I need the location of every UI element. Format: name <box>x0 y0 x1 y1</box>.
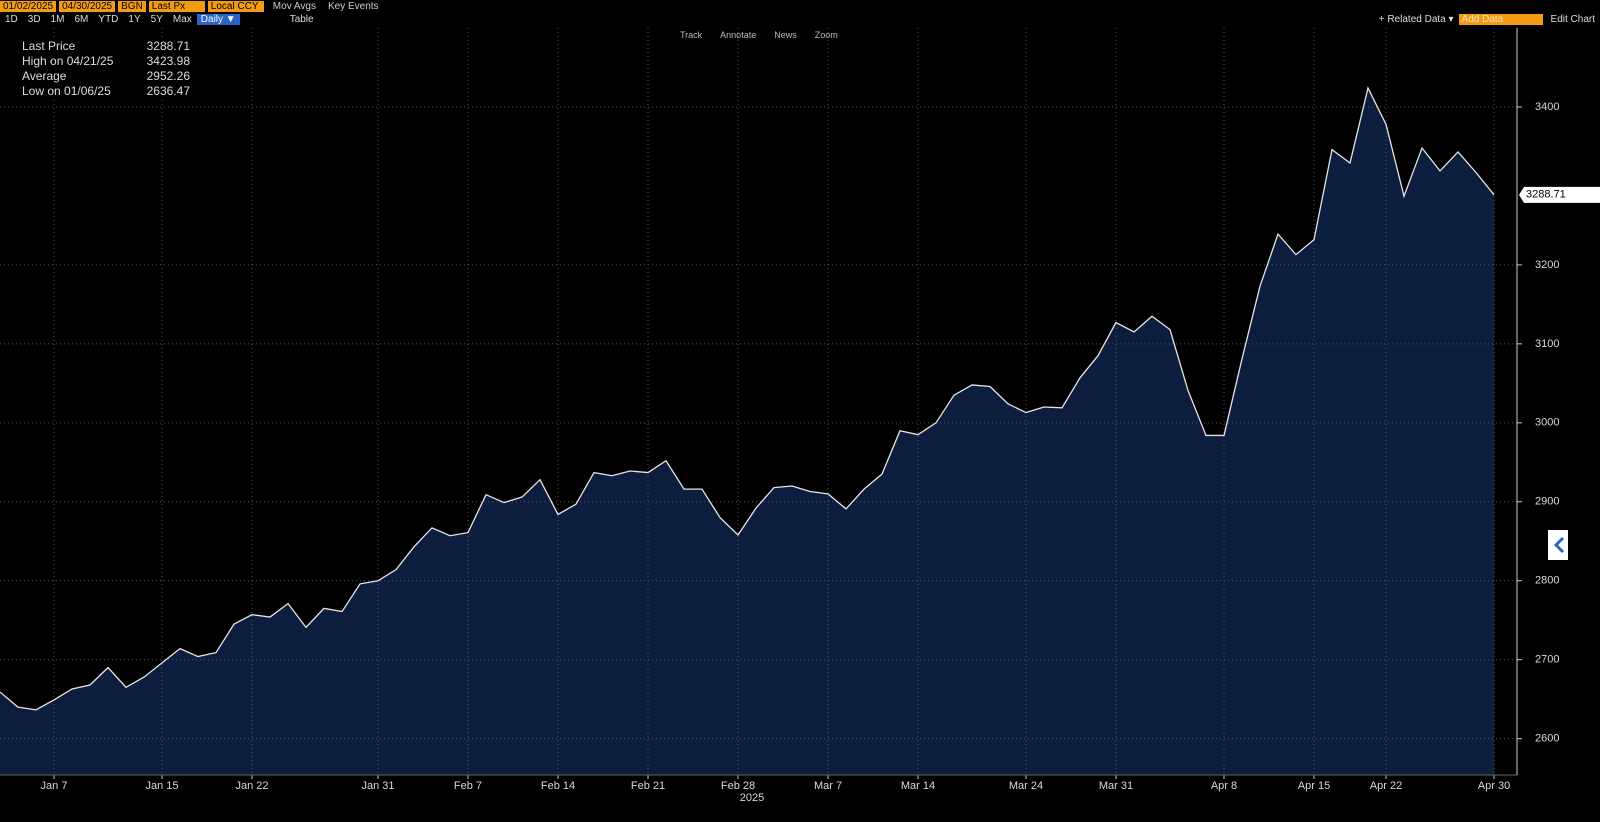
side-tab-icon <box>1553 536 1565 554</box>
range-button[interactable]: 5Y <box>150 14 163 25</box>
x-tick-label: Apr 15 <box>1298 780 1330 792</box>
edit-chart[interactable]: Edit Chart <box>1550 14 1595 25</box>
line <box>0 86 1495 711</box>
x-tick-label: Mar 14 <box>901 780 935 792</box>
range-button[interactable]: 3D <box>27 14 41 25</box>
x-axis-label: 2025 <box>740 792 764 804</box>
legend-label: Last Price <box>22 38 76 53</box>
legend: Last Price 3288.71 High on 04/21/25 3423.98… <box>10 38 190 98</box>
range-button[interactable]: YTD <box>98 14 119 25</box>
tool-button[interactable]: Annotate <box>720 30 757 40</box>
end-date[interactable]: 04/30/2025 <box>59 1 116 12</box>
x-tick-label: Mar 24 <box>1009 780 1043 792</box>
currency[interactable]: Local CCY <box>207 1 264 12</box>
area <box>0 88 1494 775</box>
range-button[interactable]: 1M <box>50 14 65 25</box>
y-tick-label: 3200 <box>1535 259 1559 271</box>
legend-value: 3288.71 <box>146 38 190 53</box>
x-tick-label: Feb 7 <box>454 780 482 792</box>
range-buttons: 1D 3D 1M 6M YTD 1Y 5Y Max <box>0 14 197 25</box>
price-tag <box>1519 186 1600 203</box>
legend-value: 2636.47 <box>146 83 190 98</box>
range-button[interactable]: 1Y <box>128 14 141 25</box>
y-tick-label: 3000 <box>1535 417 1559 429</box>
x-tick-label: Jan 31 <box>361 780 394 792</box>
range-button[interactable]: 6M <box>74 14 89 25</box>
legend-row: Low on 01/06/25 2636.47 <box>10 83 190 98</box>
x-tick-label: Feb 21 <box>631 780 665 792</box>
related-data[interactable]: + Related Data ▾ <box>1378 14 1454 25</box>
table-button[interactable]: Table <box>289 14 314 25</box>
tool-button[interactable]: News <box>774 30 797 40</box>
legend-label: High on 04/21/25 <box>22 53 114 68</box>
range-button[interactable]: Max <box>172 14 192 25</box>
x-tick-label: Apr 8 <box>1211 780 1237 792</box>
price-tag-label: 3288.71 <box>1526 189 1566 201</box>
x-tick-label: Jan 22 <box>235 780 268 792</box>
legend-value: 3423.98 <box>146 53 190 68</box>
x-tick-label: Jan 15 <box>145 780 178 792</box>
legend-value: 2952.26 <box>146 68 190 83</box>
toolbar-top: 01/02/2025 04/30/2025 BGN Last Px Local … <box>0 0 1600 13</box>
x-tick-label: Mar 31 <box>1099 780 1133 792</box>
period[interactable]: Daily ▼ <box>196 14 240 25</box>
legend-label: Low on 01/06/25 <box>22 83 111 98</box>
y-tick-label: 2900 <box>1535 496 1559 508</box>
x-tick-label: Feb 28 <box>721 780 755 792</box>
add-data[interactable]: Add Data <box>1458 14 1543 25</box>
field[interactable]: Last Px <box>148 1 205 12</box>
chart-tools: Track Annotate News Zoom <box>680 30 838 40</box>
y-tick-label: 3100 <box>1535 338 1559 350</box>
legend-label: Average <box>22 68 67 83</box>
x-tick-label: Apr 22 <box>1370 780 1402 792</box>
start-date[interactable]: 01/02/2025 <box>0 1 57 12</box>
x-tick-label: Jan 7 <box>41 780 68 792</box>
range-button[interactable]: 1D <box>5 14 18 25</box>
x-tick-label: Apr 30 <box>1478 780 1510 792</box>
source[interactable]: BGN <box>118 1 146 12</box>
x-tick-label: Mar 7 <box>814 780 842 792</box>
key-events[interactable]: Key Events <box>327 1 379 12</box>
tool-button[interactable]: Track <box>680 30 703 40</box>
tool-button[interactable]: Zoom <box>814 30 838 40</box>
y-tick-label: 3400 <box>1535 101 1559 113</box>
legend-row: High on 04/21/25 3423.98 <box>10 53 190 68</box>
y-tick-label: 2600 <box>1535 733 1559 745</box>
y-tick-label: 2700 <box>1535 654 1559 666</box>
mov-avgs[interactable]: Mov Avgs <box>272 1 316 12</box>
x-tick-label: Feb 14 <box>541 780 575 792</box>
y-tick-label: 2800 <box>1535 575 1559 587</box>
legend-row: Average 2952.26 <box>10 68 190 83</box>
toolbar-second: 1D 3D 1M 6M YTD 1Y 5Y Max Daily ▼ Table + Relat… <box>0 13 1600 26</box>
legend-row: Last Price 3288.71 <box>10 38 190 53</box>
